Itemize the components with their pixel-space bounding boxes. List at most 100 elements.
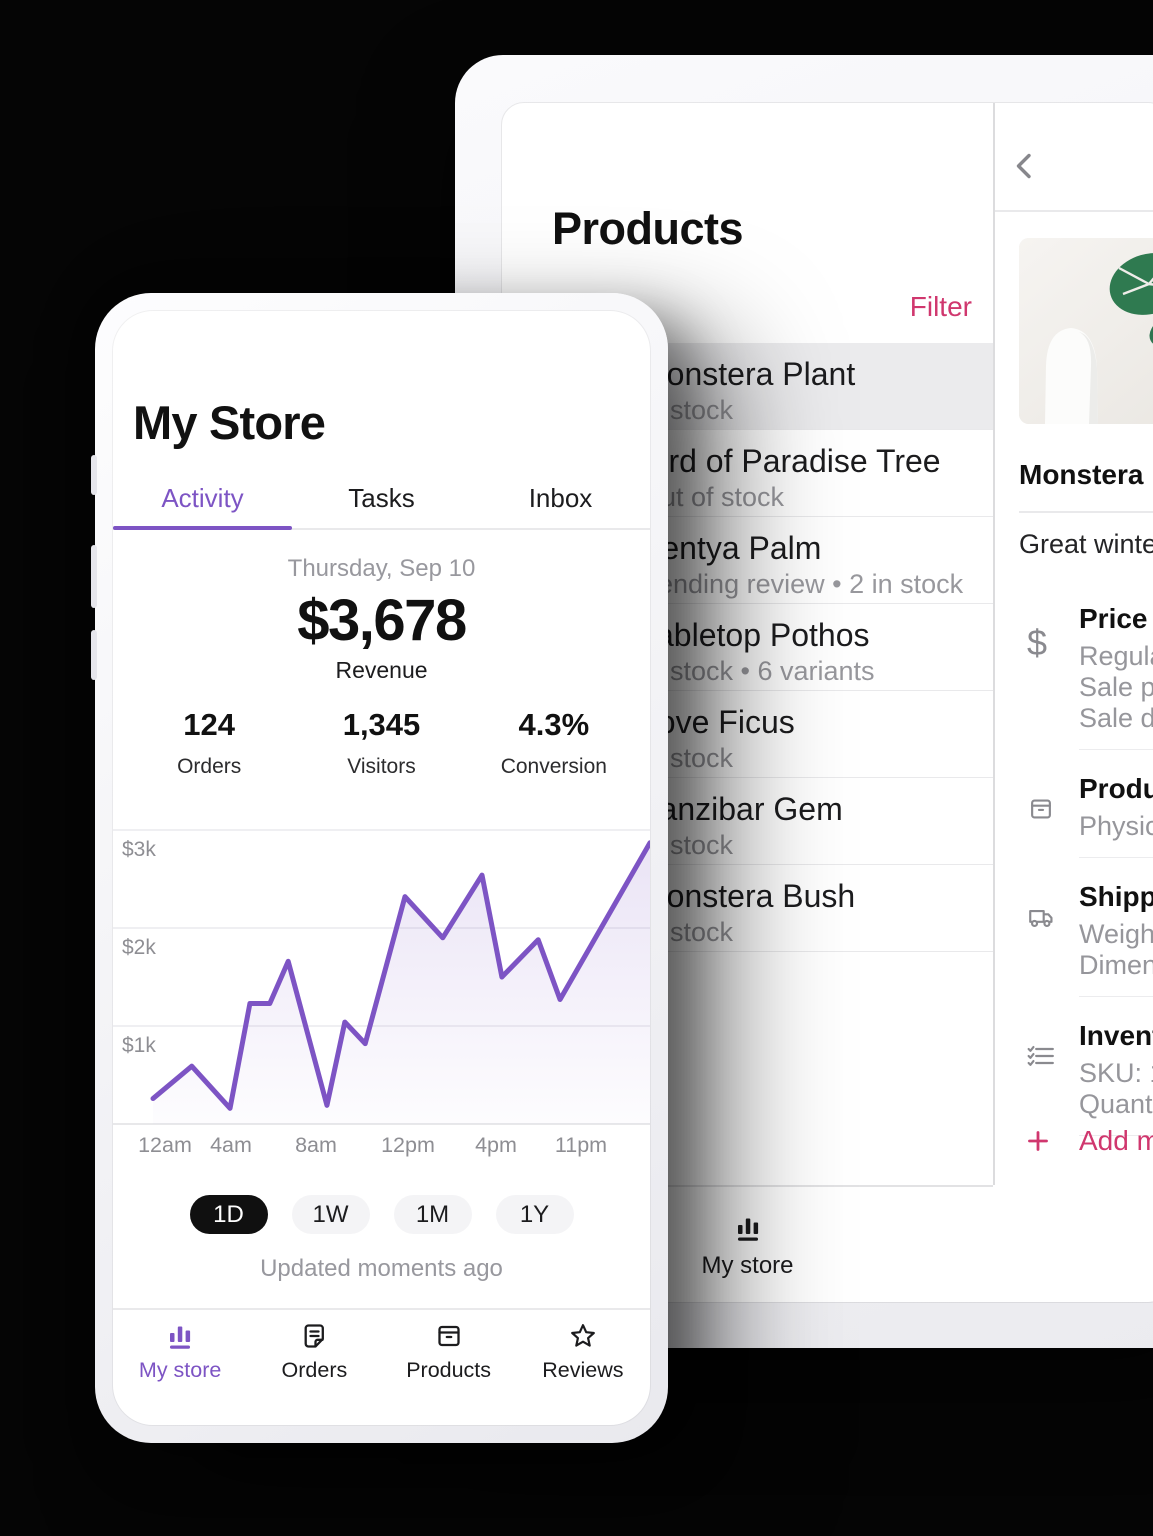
back-chevron-icon[interactable] [1008, 149, 1042, 183]
stat-value: 1,345 [342, 707, 421, 742]
y-axis-label: $2k [122, 936, 156, 959]
volume-down-button [91, 630, 97, 680]
time-range-selector: 1D 1W 1M 1Y [113, 1195, 650, 1234]
nav-label: Products [406, 1358, 492, 1382]
nav-label: My store [138, 1358, 222, 1382]
y-axis-label: $3k [122, 838, 156, 861]
product-row-tabletop-pothos[interactable]: Tabletop Pothos In stock • 6 variants [502, 604, 993, 691]
product-status: In stock • 6 variants [640, 656, 875, 686]
products-page-title: Products [552, 203, 744, 254]
tablet-tab-my-store[interactable]: My store [502, 1187, 993, 1302]
shipping-section[interactable]: Shippin Weight: Dimensi [995, 858, 1153, 997]
tablet-tab-label: My store [701, 1252, 794, 1279]
section-title: Price [1079, 603, 1148, 634]
add-more-label: Add mo [1079, 1125, 1153, 1156]
stat-label: Conversion [500, 755, 607, 778]
store-tabs: Activity Tasks Inbox [113, 468, 650, 530]
tabbar-divider [502, 1185, 993, 1187]
stat-value: 4.3% [518, 707, 590, 742]
tab-tasks[interactable]: Tasks [348, 482, 415, 513]
product-status: Pending review • 2 in stock [640, 569, 964, 599]
dollar-icon: $ [1027, 622, 1048, 663]
product-name: Bird of Paradise Tree [640, 443, 941, 479]
bottom-nav-divider [113, 1308, 650, 1310]
y-axis-label: $1k [122, 1034, 156, 1057]
nav-products[interactable]: Products [382, 1321, 516, 1383]
revenue-chart[interactable]: $3k $2k $1k [113, 828, 650, 1126]
monstera-photo-illustration [1019, 238, 1153, 424]
volume-up-button [91, 545, 97, 608]
add-more-button[interactable]: Add mo [1025, 1115, 1153, 1167]
stat-label: Orders [177, 755, 242, 778]
checklist-icon [1027, 1045, 1054, 1066]
product-photo-monstera [1019, 238, 1153, 424]
store-page-title: My Store [133, 396, 326, 449]
x-axis-label: 11pm [554, 1133, 608, 1157]
product-name: Kentya Palm [640, 530, 822, 566]
tab-activity[interactable]: Activity [113, 468, 292, 530]
inventory-section[interactable]: Invento SKU: 10 Quantity [995, 997, 1153, 1136]
section-line: Sale pric [1079, 672, 1153, 702]
price-section[interactable]: $ Price Regular Sale pric Sale dat [995, 580, 1153, 750]
product-row-kentya-palm[interactable]: Kentya Palm Pending review • 2 in stock [502, 517, 993, 604]
star-icon [570, 1324, 595, 1347]
detail-divider [1019, 511, 1153, 513]
orders-document-icon [304, 1324, 325, 1348]
bar-chart-icon [737, 1218, 758, 1241]
range-1d-button[interactable]: 1D [189, 1195, 268, 1234]
section-line: SKU: 10 [1079, 1058, 1153, 1088]
revenue-label: Revenue [335, 657, 428, 683]
stat-orders: 124 Orders [123, 707, 295, 779]
phone-device: My Store Activity Tasks Inbox Thursday, … [91, 293, 668, 1443]
nav-reviews[interactable]: Reviews [516, 1321, 650, 1383]
product-type-section[interactable]: Produc Physica [995, 750, 1153, 858]
stat-conversion: 4.3% Conversion [468, 707, 640, 779]
updated-status: Updated moments ago [260, 1255, 503, 1282]
revenue-chart-svg [113, 829, 650, 1125]
section-title: Produc [1079, 773, 1153, 804]
tab-inbox[interactable]: Inbox [528, 482, 593, 513]
product-row-monstera-bush[interactable]: Monstera Bush In stock [502, 865, 993, 952]
products-box-icon [437, 1325, 460, 1347]
range-1y-button[interactable]: 1Y [495, 1195, 574, 1234]
section-title: Shippin [1079, 881, 1153, 912]
x-axis-label: 12pm [381, 1133, 435, 1157]
x-axis-label: 4pm [475, 1133, 517, 1157]
truck-icon [1029, 910, 1053, 928]
plus-icon [1028, 1131, 1048, 1151]
nav-my-store[interactable]: My store [113, 1321, 247, 1383]
stat-visitors: 1,345 Visitors [295, 707, 467, 779]
archive-box-icon [1031, 799, 1051, 819]
section-line: Sale dat [1079, 703, 1153, 733]
summary-date: Thursday, Sep 10 [287, 555, 476, 582]
range-1w-button[interactable]: 1W [291, 1195, 370, 1234]
section-line: Physica [1079, 811, 1153, 841]
nav-orders[interactable]: Orders [247, 1321, 381, 1383]
product-name: Monstera Bush [640, 878, 856, 914]
mute-switch [91, 455, 97, 495]
detail-product-title: Monstera Pl [1019, 459, 1153, 490]
bar-chart-icon [170, 1326, 191, 1349]
x-axis-label: 4am [210, 1133, 252, 1157]
pane-divider [993, 103, 995, 1185]
range-1m-button[interactable]: 1M [393, 1195, 472, 1234]
detail-sections: $ Price Regular Sale pric Sale dat [995, 580, 1153, 1136]
x-axis-labels: 12am 4am 8am 12pm 4pm 11pm [113, 1133, 650, 1161]
x-axis-label: 12am [138, 1133, 192, 1157]
section-line: Quantity [1079, 1089, 1153, 1119]
section-line: Weight: [1079, 919, 1153, 949]
nav-label: Reviews [542, 1358, 624, 1382]
bottom-navigation: My store Orders [113, 1321, 650, 1383]
detail-product-description: Great winter [1019, 529, 1153, 559]
filter-link[interactable]: Filter [909, 291, 972, 322]
section-title: Invento [1079, 1020, 1153, 1051]
revenue-value: $3,678 [297, 588, 467, 653]
stat-value: 124 [183, 707, 236, 742]
chart-series [150, 840, 650, 1124]
nav-label: Orders [281, 1358, 348, 1382]
product-detail-pane: Monstera Pl Great winter $ Price Regular… [995, 103, 1153, 1185]
section-line: Dimensi [1079, 950, 1153, 980]
x-axis-label: 8am [295, 1133, 337, 1157]
stats-row: 124 Orders 1,345 Visitors 4.3% Conversio… [123, 707, 640, 779]
